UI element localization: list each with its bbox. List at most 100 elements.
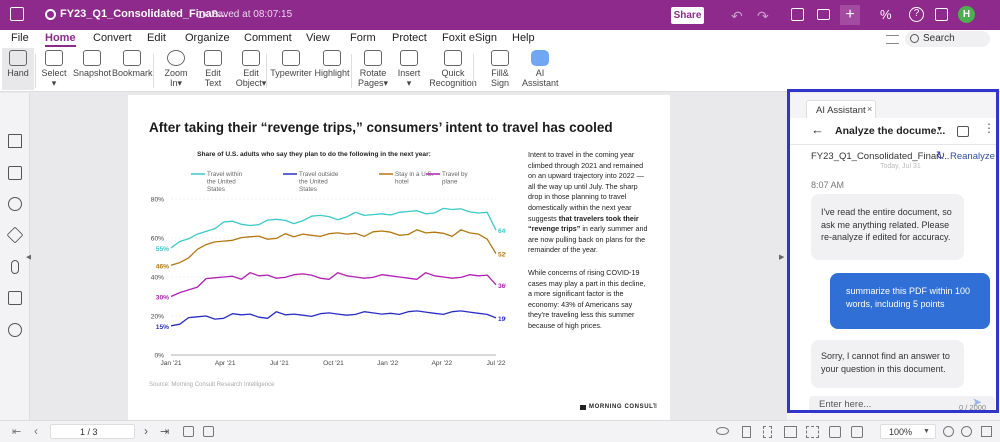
- first-page-icon[interactable]: ⇤: [12, 426, 22, 438]
- panel-tab-label: AI Assistant: [816, 105, 866, 116]
- document-filename[interactable]: FY23_Q1_Consolidated_Finan...: [60, 8, 228, 20]
- user-message: summarize this PDF within 100 words, inc…: [830, 273, 990, 329]
- panel-tab[interactable]: AI Assistant ×: [806, 100, 876, 118]
- next-page-icon[interactable]: ›: [144, 424, 148, 438]
- insert-button[interactable]: Insert ▾: [393, 50, 425, 88]
- comments-icon[interactable]: [8, 197, 22, 211]
- pdf-standards-icon[interactable]: [8, 291, 22, 305]
- undo-icon[interactable]: ↶: [731, 8, 743, 24]
- hand-button[interactable]: Hand: [2, 48, 34, 90]
- edit-text-button[interactable]: Edit Text: [198, 50, 228, 88]
- typewriter-button[interactable]: Typewriter: [270, 50, 312, 78]
- menu-edit[interactable]: Edit: [147, 32, 166, 44]
- page-number-field[interactable]: 1 / 3: [50, 424, 135, 439]
- menu-form[interactable]: Form: [350, 32, 376, 44]
- more-icon[interactable]: ⋮: [983, 121, 995, 135]
- attachments-icon[interactable]: [11, 260, 19, 274]
- prev-page-icon[interactable]: ‹: [34, 424, 38, 438]
- legend-label: Travel by plane: [442, 171, 469, 186]
- zoom-in-button[interactable]: Zoom In▾: [160, 50, 192, 88]
- menu-view[interactable]: View: [306, 32, 330, 44]
- ai-search-icon[interactable]: [8, 323, 22, 337]
- reanalyze-icon[interactable]: ↻: [936, 150, 946, 162]
- ai-assistant-button[interactable]: AI Assistant: [522, 50, 559, 88]
- last-page-icon[interactable]: ⇥: [160, 426, 170, 438]
- reanalyze-button[interactable]: Reanalyze: [950, 151, 995, 162]
- mode-select[interactable]: Analyze the docume...: [835, 125, 946, 137]
- document-viewer[interactable]: After taking their “revenge trips,” cons…: [31, 93, 786, 420]
- save-status: Saved at 08:07:15: [211, 9, 293, 20]
- avatar[interactable]: H: [958, 6, 975, 23]
- download-icon[interactable]: [791, 8, 804, 21]
- menu-comment[interactable]: Comment: [244, 32, 292, 44]
- bookmark-icon: [123, 50, 141, 66]
- y-tick-label: 80%: [151, 197, 164, 204]
- bookmark-button[interactable]: Bookmark: [112, 50, 153, 78]
- fill-sign-button[interactable]: Fill& Sign: [482, 50, 518, 88]
- menu-organize[interactable]: Organize: [185, 32, 230, 44]
- quick-recognition-button[interactable]: Quick Recognition: [427, 50, 479, 88]
- select-icon: [45, 50, 63, 66]
- menu-protect[interactable]: Protect: [392, 32, 427, 44]
- new-tab-icon[interactable]: +: [840, 5, 860, 25]
- next-view-icon[interactable]: [203, 426, 214, 437]
- cont-facing-icon[interactable]: [806, 426, 819, 438]
- bookmarks-icon[interactable]: [8, 134, 22, 148]
- brand-logo-icon: [580, 405, 586, 410]
- send-icon[interactable]: ➤: [972, 395, 983, 409]
- menu-foxit-esign[interactable]: Foxit eSign: [442, 32, 498, 44]
- bookmark-label: Bookmark: [112, 68, 153, 78]
- chevron-down-icon[interactable]: ▼: [936, 126, 943, 133]
- panel-collapse-icon[interactable]: ▶: [779, 254, 785, 261]
- facing-icon[interactable]: [784, 426, 797, 438]
- percent-icon[interactable]: %: [880, 7, 892, 22]
- fit-width-icon[interactable]: [851, 426, 863, 438]
- history-icon[interactable]: [957, 126, 969, 137]
- x-tick-label: Oct '21: [323, 360, 344, 367]
- continuous-icon[interactable]: [763, 426, 772, 438]
- zoom-in-icon[interactable]: [961, 426, 972, 437]
- x-tick-label: Apr '21: [215, 360, 236, 367]
- ribbon-separator: [35, 54, 36, 88]
- menu-help[interactable]: Help: [512, 32, 535, 44]
- edit-object-button[interactable]: Edit Object▾: [232, 50, 270, 88]
- highlight-button[interactable]: Highlight: [313, 50, 351, 78]
- snapshot-button[interactable]: Snapshot: [72, 50, 112, 78]
- series-end-label: 19%: [498, 316, 506, 323]
- menu-file[interactable]: File: [11, 32, 29, 44]
- body-paragraph-1: Intent to travel in the coming year clim…: [528, 150, 650, 256]
- x-tick-label: Jul '22: [487, 360, 506, 367]
- home-icon[interactable]: [10, 7, 24, 21]
- sidebar-collapse-icon[interactable]: ◀: [26, 254, 32, 261]
- zoom-out-icon[interactable]: [943, 426, 954, 437]
- zoom-select[interactable]: 100% ▼: [880, 424, 936, 439]
- share-button[interactable]: Share: [671, 7, 704, 24]
- doc-tab-icon: [45, 9, 56, 20]
- hand-label: Hand: [7, 68, 29, 78]
- redo-icon[interactable]: ↷: [757, 8, 769, 24]
- menu-home[interactable]: Home: [45, 32, 76, 47]
- rotate-pages-button[interactable]: Rotate Pages▾: [356, 50, 390, 88]
- apps-icon[interactable]: [935, 8, 948, 21]
- edit-object-icon: [242, 50, 260, 66]
- layout-toggle-icon[interactable]: [886, 35, 899, 44]
- status-bar: ⇤ ‹ 1 / 3 › ⇥ 100% ▼: [0, 420, 1000, 442]
- close-tab-icon[interactable]: ×: [867, 104, 873, 114]
- prev-view-icon[interactable]: [183, 426, 194, 437]
- quick-recognition-label: Quick: [441, 68, 465, 78]
- menu-convert[interactable]: Convert: [93, 32, 132, 44]
- print-icon[interactable]: [817, 9, 830, 20]
- single-page-icon[interactable]: [742, 426, 751, 438]
- help-icon[interactable]: ?: [909, 7, 924, 22]
- fullscreen-icon[interactable]: [981, 426, 992, 437]
- pages-icon[interactable]: [8, 166, 22, 180]
- chat-input[interactable]: Enter here...: [819, 399, 872, 410]
- eye-icon[interactable]: [716, 427, 729, 435]
- fit-page-icon[interactable]: [829, 426, 841, 438]
- chat-input-box[interactable]: Enter here... ➤: [809, 395, 995, 414]
- layers-icon[interactable]: [6, 226, 24, 244]
- search-input[interactable]: Search: [923, 33, 955, 44]
- search-box[interactable]: Search: [905, 31, 990, 47]
- back-arrow-icon[interactable]: ←: [811, 122, 824, 137]
- select-button[interactable]: Select ▾: [38, 50, 70, 88]
